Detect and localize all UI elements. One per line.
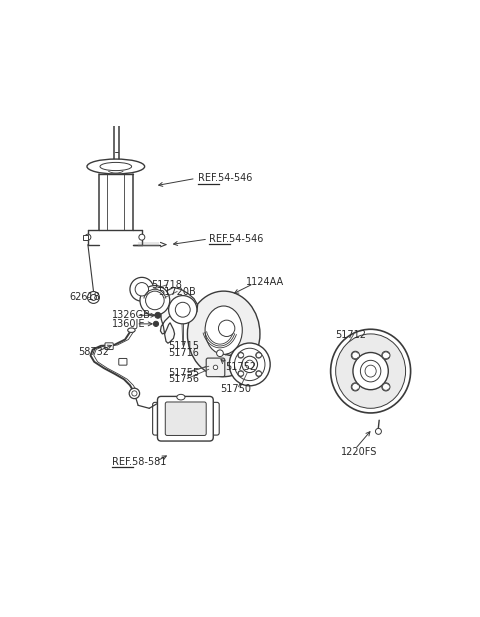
Circle shape: [382, 383, 390, 391]
Ellipse shape: [187, 291, 260, 377]
Ellipse shape: [246, 360, 254, 369]
Ellipse shape: [360, 360, 381, 382]
Text: 58732: 58732: [78, 347, 109, 357]
Text: REF.54-546: REF.54-546: [209, 234, 263, 244]
Ellipse shape: [229, 343, 270, 386]
Text: 51750: 51750: [220, 384, 251, 394]
Circle shape: [154, 321, 158, 326]
FancyBboxPatch shape: [157, 396, 213, 441]
Circle shape: [130, 278, 154, 301]
Circle shape: [213, 365, 218, 370]
Text: REF.58-581: REF.58-581: [112, 457, 167, 466]
Ellipse shape: [331, 329, 410, 413]
Circle shape: [168, 296, 197, 324]
FancyBboxPatch shape: [206, 402, 219, 435]
Ellipse shape: [365, 365, 376, 377]
Circle shape: [140, 286, 170, 315]
Text: REF.54-546: REF.54-546: [198, 173, 252, 183]
Ellipse shape: [205, 306, 242, 354]
FancyBboxPatch shape: [119, 358, 127, 365]
Text: 51718: 51718: [151, 280, 182, 290]
FancyBboxPatch shape: [206, 358, 225, 377]
Ellipse shape: [128, 328, 135, 333]
Circle shape: [145, 291, 164, 310]
Ellipse shape: [87, 159, 144, 174]
FancyBboxPatch shape: [83, 235, 88, 240]
FancyBboxPatch shape: [105, 343, 113, 349]
Circle shape: [129, 388, 140, 399]
Circle shape: [238, 371, 244, 376]
Polygon shape: [160, 288, 198, 343]
Text: 1326GB: 1326GB: [112, 310, 151, 320]
Text: 1360JE: 1360JE: [112, 319, 145, 329]
Circle shape: [375, 428, 382, 434]
Circle shape: [256, 371, 262, 376]
Text: 51752: 51752: [226, 362, 257, 371]
Text: 1220FS: 1220FS: [341, 447, 377, 457]
Circle shape: [175, 302, 190, 317]
FancyBboxPatch shape: [153, 402, 165, 435]
Circle shape: [139, 234, 145, 240]
Circle shape: [351, 383, 360, 391]
FancyBboxPatch shape: [165, 402, 206, 436]
Circle shape: [256, 352, 262, 358]
Ellipse shape: [177, 394, 185, 400]
Text: 51716: 51716: [168, 347, 199, 357]
Text: 51756: 51756: [168, 375, 199, 384]
Text: 51755: 51755: [168, 368, 199, 378]
Circle shape: [87, 291, 99, 304]
Circle shape: [135, 283, 148, 296]
Circle shape: [132, 391, 137, 396]
Text: 1124AA: 1124AA: [246, 277, 284, 287]
Ellipse shape: [234, 348, 265, 381]
Ellipse shape: [336, 334, 406, 408]
Ellipse shape: [353, 352, 388, 390]
Text: 51720B: 51720B: [158, 288, 195, 297]
Circle shape: [382, 351, 390, 360]
Circle shape: [85, 234, 91, 240]
Text: 51712: 51712: [335, 329, 366, 339]
Circle shape: [216, 350, 223, 357]
Circle shape: [351, 351, 360, 360]
Circle shape: [238, 352, 244, 358]
Circle shape: [218, 320, 235, 336]
Circle shape: [91, 294, 96, 300]
Ellipse shape: [242, 356, 258, 373]
Text: 62618: 62618: [69, 292, 100, 302]
Ellipse shape: [100, 162, 132, 170]
Text: 51715: 51715: [168, 341, 199, 351]
Circle shape: [155, 312, 161, 318]
